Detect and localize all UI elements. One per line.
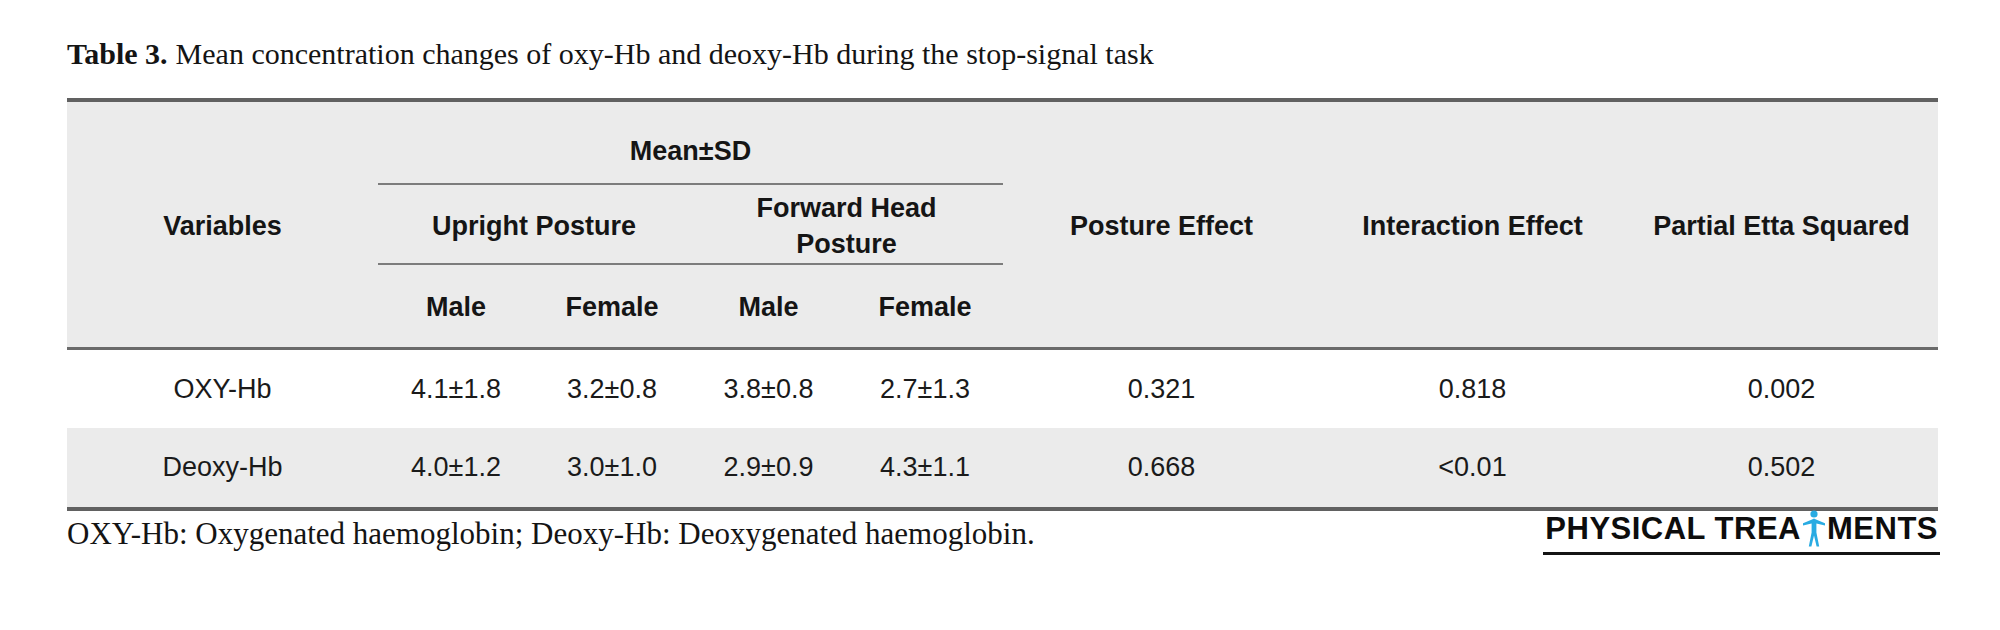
header-interaction-effect: Interaction Effect xyxy=(1320,209,1625,243)
row-label: OXY-Hb xyxy=(67,350,378,428)
journal-logo: PHYSICAL TREA MENTS xyxy=(1543,510,1940,555)
value-upright-male: 4.1±1.8 xyxy=(378,350,534,428)
value-posture-effect: 0.668 xyxy=(1003,428,1320,506)
header-posture-effect: Posture Effect xyxy=(1003,209,1320,243)
mean-sd-underline xyxy=(378,183,1003,185)
results-table: Variables Mean±SD Upright Posture Forwar… xyxy=(67,98,1938,511)
value-interaction-effect: 0.818 xyxy=(1320,350,1625,428)
header-male-fhp: Male xyxy=(690,290,847,324)
table-number: Table 3. xyxy=(67,37,168,70)
value-fhp-male: 2.9±0.9 xyxy=(690,428,847,506)
header-upright-posture: Upright Posture xyxy=(378,209,690,243)
header-partial-eta-squared: Partial Etta Squared xyxy=(1625,209,1938,243)
value-posture-effect: 0.321 xyxy=(1003,350,1320,428)
header-forward-head-posture: Forward Head Posture xyxy=(750,190,943,262)
header-variables: Variables xyxy=(67,209,378,243)
logo-text-left: PHYSICAL TREA xyxy=(1545,511,1801,548)
value-fhp-male: 3.8±0.8 xyxy=(690,350,847,428)
person-icon xyxy=(1802,510,1826,548)
header-male-upright: Male xyxy=(378,290,534,324)
value-upright-male: 4.0±1.2 xyxy=(378,428,534,506)
table-header: Variables Mean±SD Upright Posture Forwar… xyxy=(67,102,1938,347)
value-interaction-effect: <0.01 xyxy=(1320,428,1625,506)
value-partial-eta: 0.002 xyxy=(1625,350,1938,428)
row-label: Deoxy-Hb xyxy=(67,428,378,506)
table-caption-text: Mean concentration changes of oxy-Hb and… xyxy=(176,37,1154,70)
header-female-fhp: Female xyxy=(847,290,1003,324)
value-upright-female: 3.0±1.0 xyxy=(534,428,690,506)
paper-table-page: Table 3.Mean concentration changes of ox… xyxy=(0,0,2000,630)
logo-text-right: MENTS xyxy=(1827,511,1938,548)
subgroup-underline xyxy=(378,263,1003,265)
table-footnote: OXY-Hb: Oxygenated haemoglobin; Deoxy-Hb… xyxy=(67,514,1467,554)
table-row: Deoxy-Hb 4.0±1.2 3.0±1.0 2.9±0.9 4.3±1.1… xyxy=(67,428,1938,507)
header-female-upright: Female xyxy=(534,290,690,324)
header-mean-sd: Mean±SD xyxy=(378,134,1003,168)
value-partial-eta: 0.502 xyxy=(1625,428,1938,506)
value-fhp-female: 2.7±1.3 xyxy=(847,350,1003,428)
value-upright-female: 3.2±0.8 xyxy=(534,350,690,428)
table-caption: Table 3.Mean concentration changes of ox… xyxy=(67,36,1667,72)
value-fhp-female: 4.3±1.1 xyxy=(847,428,1003,506)
table-row: OXY-Hb 4.1±1.8 3.2±0.8 3.8±0.8 2.7±1.3 0… xyxy=(67,350,1938,428)
